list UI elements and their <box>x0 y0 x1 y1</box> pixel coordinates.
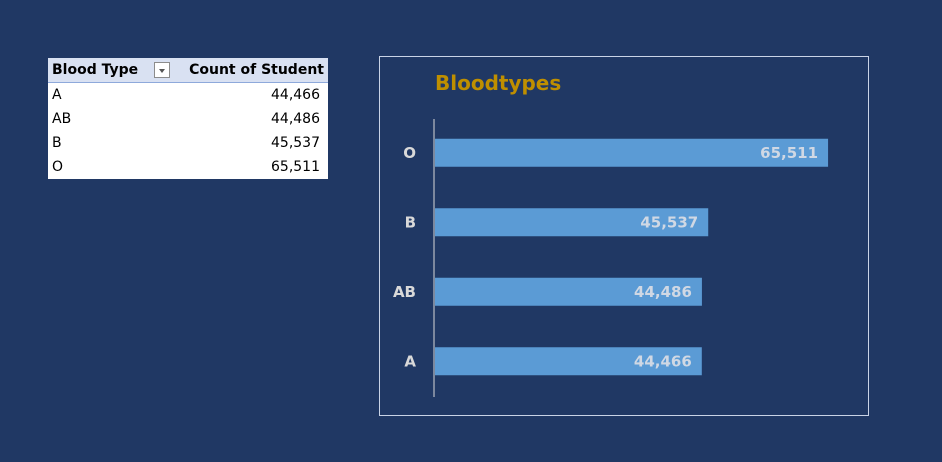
bar-a[interactable] <box>435 347 702 376</box>
data-label-a: 44,466 <box>634 352 692 370</box>
bar-o[interactable] <box>435 138 829 167</box>
data-label-b: 45,537 <box>640 213 698 231</box>
category-label-o: O <box>403 144 416 162</box>
filter-dropdown-icon[interactable] <box>153 62 170 78</box>
category-label-b: B <box>405 213 416 231</box>
row-labels-header[interactable]: Blood Type <box>48 58 174 83</box>
bar-chart: O 65,511 B 45,537 AB 44,486 A 44,466 <box>393 119 829 397</box>
table-row: AB 44,486 <box>48 107 328 131</box>
row-value: 45,537 <box>271 135 320 151</box>
pivot-table: Blood Type Count of Student A 44,466 AB … <box>48 58 328 179</box>
row-value: 44,486 <box>271 111 320 127</box>
row-value: 65,511 <box>271 159 320 175</box>
pivot-header-row: Blood Type Count of Student <box>48 58 328 83</box>
chart-area[interactable]: Bloodtypes O 65,511 B 45,537 AB 44,486 A 44,466 <box>379 56 869 416</box>
row-label: AB <box>52 111 72 127</box>
row-labels-header-text: Blood Type <box>52 62 139 78</box>
category-label-a: A <box>404 352 416 370</box>
category-label-ab: AB <box>393 283 416 301</box>
data-label-o: 65,511 <box>760 144 818 162</box>
data-label-ab: 44,486 <box>634 283 692 301</box>
table-row: O 65,511 <box>48 155 328 179</box>
row-label: B <box>52 135 62 151</box>
row-label: O <box>52 159 64 175</box>
table-row: A 44,466 <box>48 83 328 108</box>
bar-b[interactable] <box>435 208 709 237</box>
chart-title: Bloodtypes <box>435 71 562 95</box>
row-value: 44,466 <box>271 87 320 103</box>
table-row: B 45,537 <box>48 131 328 155</box>
bar-ab[interactable] <box>435 277 702 306</box>
values-header: Count of Student <box>173 58 328 83</box>
row-label: A <box>52 87 62 103</box>
